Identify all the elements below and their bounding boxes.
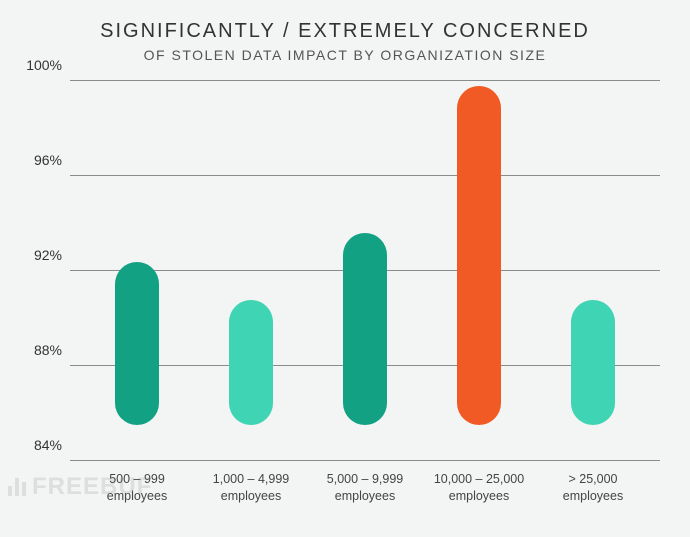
- x-tick-label-line1: 10,000 – 25,000: [422, 471, 536, 488]
- chart-title: SIGNIFICANTLY / EXTREMELY CONCERNED: [10, 20, 680, 43]
- bar-slot: [80, 81, 194, 461]
- x-tick-label: 10,000 – 25,000employees: [422, 471, 536, 505]
- x-tick-label-line2: employees: [536, 488, 650, 505]
- x-tick-label-line1: > 25,000: [536, 471, 650, 488]
- x-tick-label: 1,000 – 4,999employees: [194, 471, 308, 505]
- x-tick-label-line2: employees: [422, 488, 536, 505]
- watermark-icon: [8, 478, 26, 496]
- bar: [229, 300, 273, 426]
- plot-area: 84%88%92%96%100%: [70, 81, 660, 461]
- x-tick-label-line2: employees: [194, 488, 308, 505]
- chart-container: SIGNIFICANTLY / EXTREMELY CONCERNED OF S…: [0, 0, 690, 537]
- bar-slot: [536, 81, 650, 461]
- watermark-text: FREEBUF: [32, 473, 152, 501]
- x-tick-label-line1: 5,000 – 9,999: [308, 471, 422, 488]
- y-tick-label: 88%: [18, 342, 62, 358]
- bar: [115, 262, 159, 426]
- bars-group: [70, 81, 660, 461]
- x-tick-label-line2: employees: [308, 488, 422, 505]
- chart-subtitle: OF STOLEN DATA IMPACT BY ORGANIZATION SI…: [10, 47, 680, 63]
- y-tick-label: 92%: [18, 247, 62, 263]
- bar: [343, 233, 387, 425]
- y-tick-label: 84%: [18, 437, 62, 453]
- x-tick-label: > 25,000employees: [536, 471, 650, 505]
- bar: [571, 300, 615, 426]
- y-tick-label: 100%: [18, 57, 62, 73]
- bar: [457, 86, 501, 426]
- bar-slot: [308, 81, 422, 461]
- x-tick-label: 5,000 – 9,999employees: [308, 471, 422, 505]
- watermark: FREEBUF: [8, 473, 152, 501]
- bar-slot: [194, 81, 308, 461]
- chart-title-block: SIGNIFICANTLY / EXTREMELY CONCERNED OF S…: [10, 20, 680, 63]
- bar-slot: [422, 81, 536, 461]
- x-tick-label-line1: 1,000 – 4,999: [194, 471, 308, 488]
- x-axis-labels: 500 – 999employees1,000 – 4,999employees…: [70, 471, 660, 505]
- y-tick-label: 96%: [18, 152, 62, 168]
